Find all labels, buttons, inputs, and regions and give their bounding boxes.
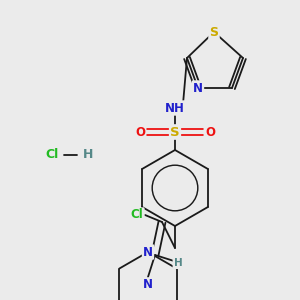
Text: Cl: Cl xyxy=(130,208,143,221)
Text: S: S xyxy=(170,125,180,139)
Text: O: O xyxy=(135,125,145,139)
Text: N: N xyxy=(143,278,153,292)
Text: Cl: Cl xyxy=(45,148,58,161)
Text: S: S xyxy=(209,26,218,38)
Text: N: N xyxy=(193,82,203,94)
Text: O: O xyxy=(205,125,215,139)
Text: H: H xyxy=(174,258,182,268)
Text: N: N xyxy=(143,245,153,259)
Text: H: H xyxy=(83,148,93,161)
Text: NH: NH xyxy=(165,101,185,115)
